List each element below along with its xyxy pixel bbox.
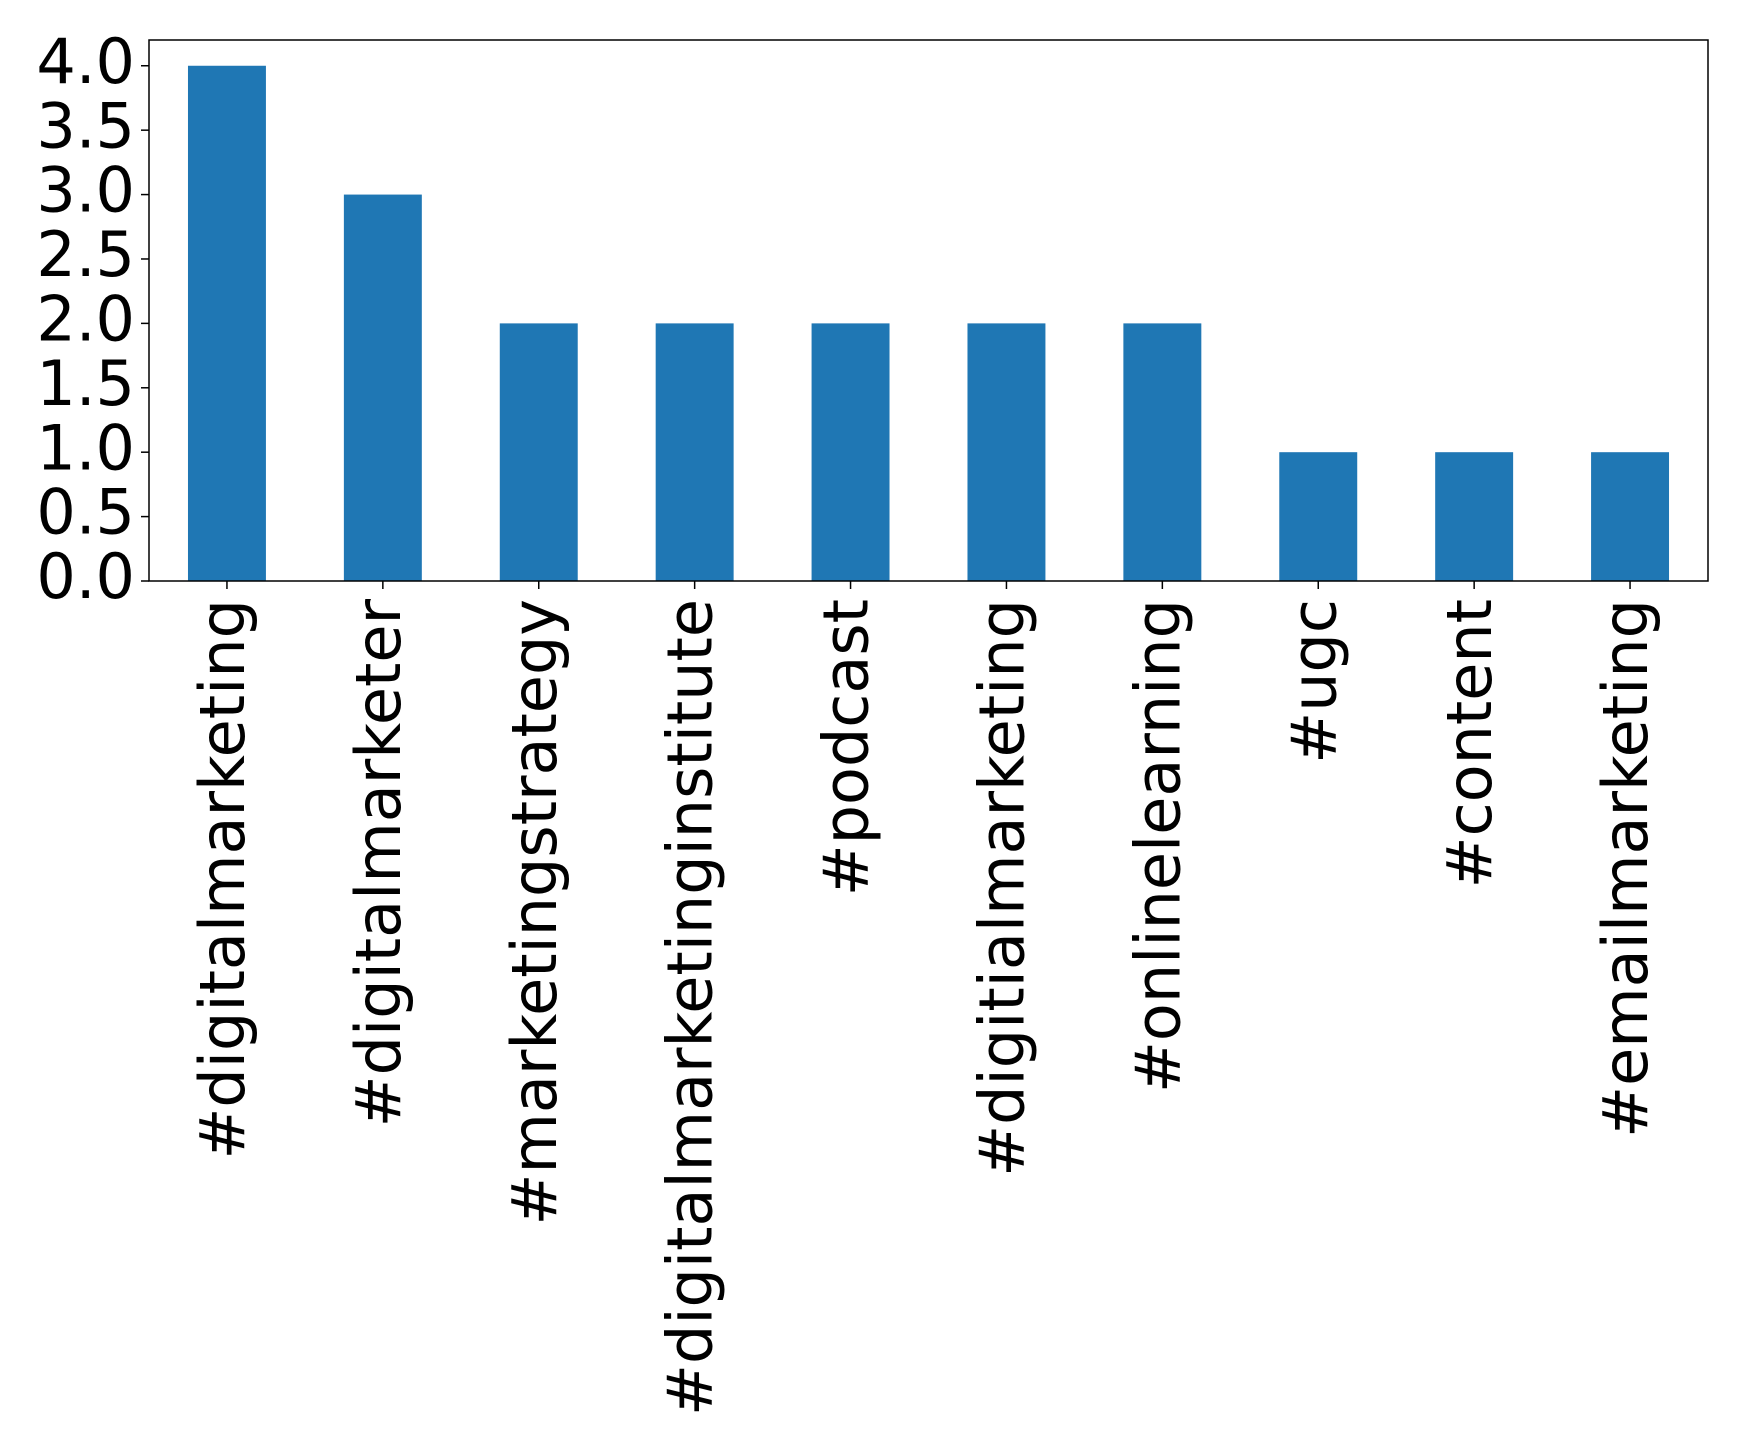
bar [811,323,890,581]
y-tick-label: 1.0 [36,411,135,484]
y-tick-label: 2.5 [36,218,135,291]
x-tick-label: #ugc [1277,599,1350,764]
bar [1123,323,1202,581]
bar [187,65,266,581]
bar [1591,452,1670,581]
x-tick-label: #digitalmarketing [186,599,259,1160]
x-tick-label: #digitialmarketing [966,599,1039,1177]
bar [1435,452,1514,581]
y-tick-label: 3.0 [36,154,135,227]
bar [499,323,578,581]
plot-frame [148,39,1709,582]
x-tick-label: #digitalmarketer [342,599,415,1128]
y-tick-label: 1.5 [36,347,135,420]
x-tick-label: #podcast [810,599,883,896]
y-tick-label: 4.0 [36,25,135,98]
bar [1279,452,1358,581]
x-tick-label: #onlinelearning [1121,599,1194,1093]
x-tick-label: #digitalmarketinginstitute [654,599,727,1416]
y-tick-label: 2.0 [36,282,135,355]
bar [343,194,422,582]
bar [655,323,734,581]
y-tick-label: 0.0 [36,540,135,613]
x-tick-label: #emailmarketing [1589,599,1662,1138]
x-tick-label: #marketingstrategy [498,599,571,1225]
y-tick-label: 0.5 [36,476,135,549]
y-tick-label: 3.5 [36,89,135,162]
x-tick-label: #content [1433,599,1506,888]
bar [967,323,1046,581]
